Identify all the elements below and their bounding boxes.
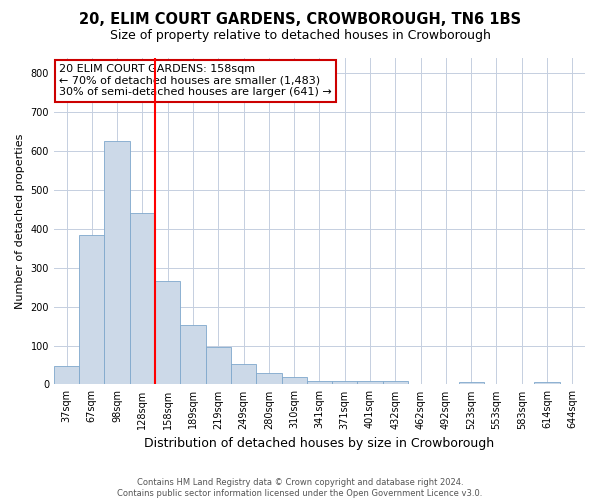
Bar — [535, 382, 560, 384]
Bar — [281, 378, 307, 384]
Bar — [206, 346, 231, 385]
Bar — [358, 380, 383, 384]
Bar — [155, 282, 181, 385]
Text: 20 ELIM COURT GARDENS: 158sqm
← 70% of detached houses are smaller (1,483)
30% o: 20 ELIM COURT GARDENS: 158sqm ← 70% of d… — [59, 64, 332, 97]
Text: Size of property relative to detached houses in Crowborough: Size of property relative to detached ho… — [110, 29, 490, 42]
Bar — [256, 373, 281, 384]
Bar — [383, 380, 408, 384]
Bar — [104, 141, 130, 384]
Bar — [307, 380, 332, 384]
Bar — [130, 213, 155, 384]
Bar — [458, 382, 484, 384]
Bar — [181, 325, 206, 384]
Bar — [54, 366, 79, 384]
Y-axis label: Number of detached properties: Number of detached properties — [15, 134, 25, 308]
Bar — [332, 380, 358, 384]
Text: 20, ELIM COURT GARDENS, CROWBOROUGH, TN6 1BS: 20, ELIM COURT GARDENS, CROWBOROUGH, TN6… — [79, 12, 521, 28]
Bar — [79, 234, 104, 384]
Text: Contains HM Land Registry data © Crown copyright and database right 2024.
Contai: Contains HM Land Registry data © Crown c… — [118, 478, 482, 498]
Bar — [231, 364, 256, 384]
X-axis label: Distribution of detached houses by size in Crowborough: Distribution of detached houses by size … — [145, 437, 494, 450]
